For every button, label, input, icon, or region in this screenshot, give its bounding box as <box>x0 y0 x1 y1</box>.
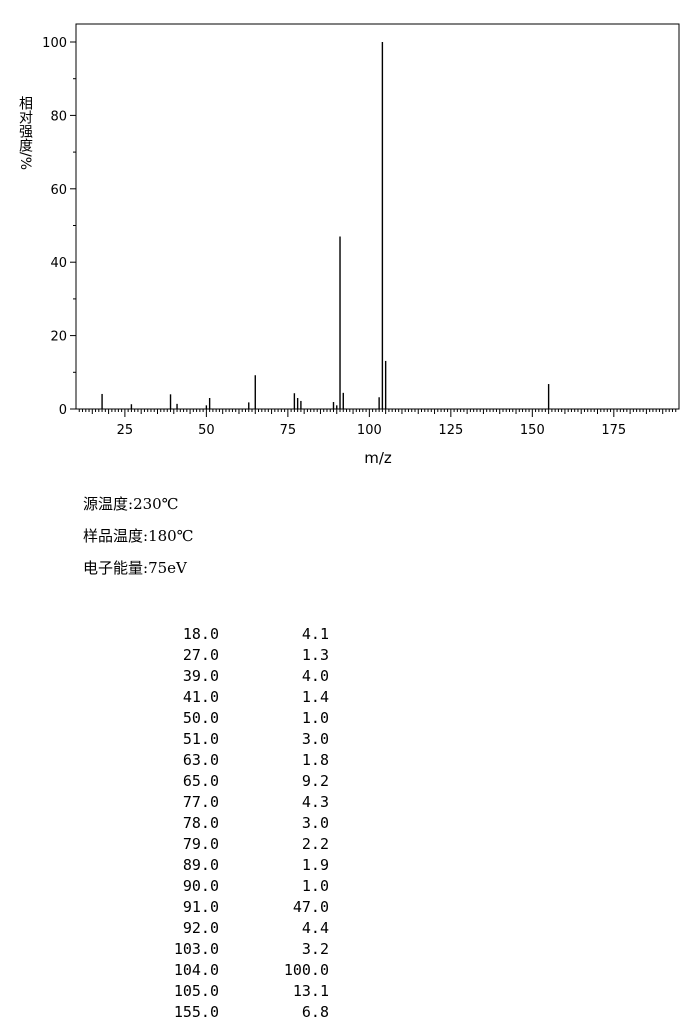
peak-row: 50.0 1.0 <box>150 709 329 730</box>
peak-mz: 50.0 <box>182 709 219 727</box>
peak-intensity: 3.0 <box>301 730 329 748</box>
peak-mz: 51.0 <box>182 730 219 748</box>
peak-mz: 65.0 <box>182 772 219 790</box>
peak-row: 39.0 4.0 <box>150 667 329 688</box>
peak-intensity: 100.0 <box>283 961 329 979</box>
peak-row: 18.0 4.1 <box>150 625 329 646</box>
plot-frame <box>75 23 680 410</box>
x-tick-label: 100 <box>357 423 382 438</box>
condition-value: 75eV <box>148 559 187 577</box>
peak-intensity: 1.0 <box>301 877 329 895</box>
peak-row: 89.0 1.9 <box>150 856 329 877</box>
condition-value: 180℃ <box>148 527 194 545</box>
peak-intensity: 4.4 <box>301 919 329 937</box>
peak-mz: 155.0 <box>173 1003 219 1021</box>
x-tick-label: 75 <box>280 423 297 438</box>
peak-intensity: 4.1 <box>301 625 329 643</box>
peak-intensity: 6.8 <box>301 1003 329 1021</box>
peak-mz: 18.0 <box>182 625 219 643</box>
peak-intensity: 1.9 <box>301 856 329 874</box>
peak-intensity: 2.2 <box>301 835 329 853</box>
peak-mz: 91.0 <box>182 898 219 916</box>
x-tick-label: 50 <box>198 423 215 438</box>
peak-intensity: 4.0 <box>301 667 329 685</box>
peak-intensity: 13.1 <box>292 982 329 1000</box>
peak-row: 92.0 4.4 <box>150 919 329 940</box>
x-tick-label: 175 <box>601 423 626 438</box>
peak-row: 41.0 1.4 <box>150 688 329 709</box>
y-tick-label: 80 <box>50 109 67 124</box>
peak-intensity: 1.4 <box>301 688 329 706</box>
condition-label: 源温度 <box>83 495 129 513</box>
condition-label: 样品温度 <box>83 527 144 545</box>
condition-label: 电子能量 <box>83 559 144 577</box>
source-temperature: 源温度:230℃ <box>83 495 179 513</box>
peak-row: 27.0 1.3 <box>150 646 329 667</box>
x-tick-label: 25 <box>117 423 134 438</box>
y-tick-label: 0 <box>59 403 67 418</box>
x-axis-label: m/z <box>364 449 392 467</box>
peak-mz: 90.0 <box>182 877 219 895</box>
electron-energy: 电子能量:75eV <box>83 559 187 577</box>
x-axis: 25 50 75 100 125 150 175 <box>78 409 677 438</box>
peak-row: 51.0 3.0 <box>150 730 329 751</box>
peak-intensity: 1.8 <box>301 751 329 769</box>
peak-row: 155.0 6.8 <box>150 1003 329 1024</box>
acquisition-conditions: 源温度:230℃ 样品温度:180℃ 电子能量:75eV <box>83 494 194 590</box>
spectrum-peaks <box>101 42 550 409</box>
peak-mz: 63.0 <box>182 751 219 769</box>
peak-intensity: 3.2 <box>301 940 329 958</box>
peak-row: 78.0 3.0 <box>150 814 329 835</box>
y-tick-label: 60 <box>50 183 67 198</box>
peak-row: 105.0 13.1 <box>150 982 329 1003</box>
peak-row: 90.0 1.0 <box>150 877 329 898</box>
peak-intensity: 4.3 <box>301 793 329 811</box>
peak-mz: 77.0 <box>182 793 219 811</box>
x-tick-label: 125 <box>438 423 463 438</box>
peak-row: 63.0 1.8 <box>150 751 329 772</box>
peak-mz: 103.0 <box>173 940 219 958</box>
x-tick-label: 150 <box>520 423 545 438</box>
peak-intensity: 1.0 <box>301 709 329 727</box>
peak-mz: 79.0 <box>182 835 219 853</box>
condition-value: 230℃ <box>133 495 179 513</box>
peak-row: 79.0 2.2 <box>150 835 329 856</box>
peak-mz: 105.0 <box>173 982 219 1000</box>
y-tick-label: 40 <box>50 256 67 271</box>
peak-mz: 92.0 <box>182 919 219 937</box>
peak-mz: 27.0 <box>182 646 219 664</box>
peak-mz: 78.0 <box>182 814 219 832</box>
y-tick-label: 100 <box>42 36 67 51</box>
peak-row: 103.0 3.2 <box>150 940 329 961</box>
peak-row: 91.0 47.0 <box>150 898 329 919</box>
peak-intensity: 9.2 <box>301 772 329 790</box>
peak-intensity: 3.0 <box>301 814 329 832</box>
peak-mz: 104.0 <box>173 961 219 979</box>
peak-mz: 39.0 <box>182 667 219 685</box>
peak-row: 104.0 100.0 <box>150 961 329 982</box>
y-axis: 0 20 40 60 80 100 <box>42 36 76 418</box>
peak-intensity: 47.0 <box>292 898 329 916</box>
peak-mz: 89.0 <box>182 856 219 874</box>
mass-spectrum-chart: 0 20 40 60 80 100 25 50 75 100 125 150 175 相对强度/% m… <box>17 23 680 467</box>
peak-intensity: 1.3 <box>301 646 329 664</box>
peak-row: 65.0 9.2 <box>150 772 329 793</box>
peak-list-table: 18.0 4.1 27.0 1.3 39.0 4.0 41.0 1.4 50.0 1.0 51.0 3… <box>150 625 329 1024</box>
peak-mz: 41.0 <box>182 688 219 706</box>
y-axis-label: 相对强度/% <box>17 96 33 170</box>
peak-row: 77.0 4.3 <box>150 793 329 814</box>
sample-temperature: 样品温度:180℃ <box>83 527 194 545</box>
y-tick-label: 20 <box>50 330 67 345</box>
